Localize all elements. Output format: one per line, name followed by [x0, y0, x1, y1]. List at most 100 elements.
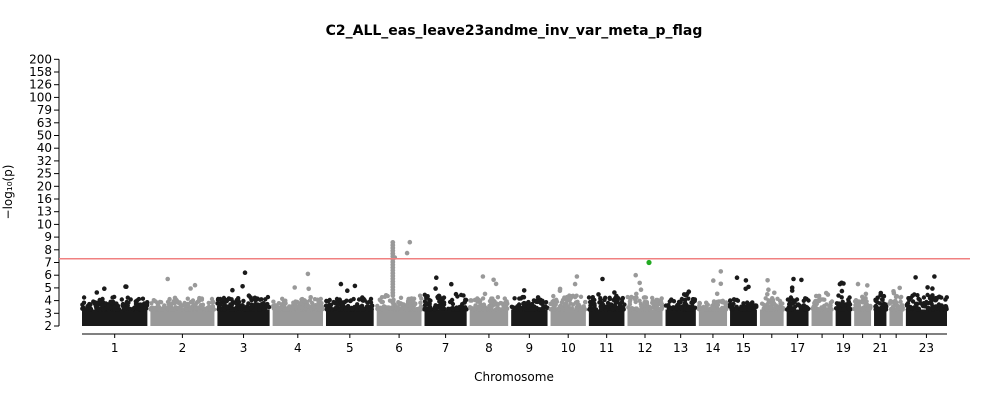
snp-point [659, 306, 664, 312]
snp-point [82, 307, 87, 312]
y-tick-label: 100 [29, 90, 52, 104]
snp-point [162, 303, 167, 309]
snp-point [634, 291, 639, 297]
snp-point [739, 307, 744, 312]
snp-point [496, 306, 501, 311]
snp-point [928, 294, 933, 299]
chromosome-10-points [548, 274, 588, 326]
snp-point [160, 307, 166, 312]
snp-point [898, 299, 903, 304]
snp-point [754, 304, 759, 309]
chromosome-5-points [323, 281, 375, 326]
snp-point [863, 302, 868, 307]
snp-point [894, 294, 900, 299]
snp-point [568, 301, 573, 306]
snp-point [840, 303, 845, 308]
snp-point [765, 278, 770, 283]
snp-point [711, 299, 717, 304]
snp-point [96, 306, 101, 312]
snp-point [788, 303, 793, 309]
x-tick-label: 21 [873, 341, 888, 355]
snp-point [94, 290, 100, 295]
snp-point [287, 304, 292, 309]
snp-point [120, 302, 126, 308]
snp-point [404, 250, 410, 256]
snp-point [271, 306, 277, 311]
snp-point [653, 300, 658, 305]
snp-point [921, 303, 927, 309]
snp-point [505, 301, 510, 306]
snp-point [550, 299, 555, 304]
snp-point [856, 302, 861, 307]
snp-point [548, 307, 553, 312]
y-tick-label: 126 [29, 78, 52, 92]
y-axis-label: −log₁₀(p) [1, 165, 15, 220]
chromosome-2-points [148, 276, 217, 326]
snp-point [242, 270, 248, 276]
snp-point [586, 295, 592, 300]
snp-point [854, 306, 860, 312]
chromosome-21-points [873, 290, 889, 326]
snp-point [865, 307, 870, 312]
y-tick-label: 2 [44, 319, 52, 333]
snp-point [847, 302, 853, 307]
snp-point [924, 299, 929, 305]
snp-point [340, 303, 346, 308]
snp-point [853, 302, 858, 308]
snp-point [383, 293, 389, 298]
snp-point [348, 298, 354, 303]
snp-point [101, 307, 106, 312]
chromosome-19-points [833, 280, 853, 326]
snp-point [468, 298, 473, 303]
snp-point [148, 307, 153, 312]
snp-point [551, 293, 556, 299]
snp-point [318, 296, 323, 302]
chromosome-7-dense-band [424, 309, 467, 326]
snp-point [839, 288, 845, 294]
snp-point [229, 297, 234, 302]
chromosome-14-dense-band [698, 309, 728, 326]
snp-point [915, 293, 920, 298]
snp-point [939, 295, 944, 300]
snp-point [590, 306, 595, 312]
snp-point [310, 303, 315, 309]
snp-point [588, 303, 593, 308]
x-tick-label: 17 [790, 341, 805, 355]
snp-point [644, 307, 650, 312]
snp-point [883, 302, 889, 307]
snp-point [599, 306, 604, 312]
snp-point [379, 299, 384, 305]
y-tick-label: 8 [44, 243, 52, 257]
snp-point [931, 306, 936, 312]
snp-point [370, 303, 375, 308]
snp-point [215, 297, 221, 303]
snp-point [590, 295, 595, 300]
snp-point [172, 295, 178, 301]
snp-point [916, 296, 921, 301]
snp-point [714, 291, 720, 297]
snp-point [256, 307, 262, 312]
y-tick-label: 32 [37, 154, 52, 168]
snp-point [846, 297, 851, 302]
snp-point [628, 307, 633, 312]
snp-point [775, 296, 780, 301]
snp-point [806, 298, 811, 303]
snp-point [789, 288, 795, 293]
snp-point [447, 307, 453, 312]
snp-point [449, 281, 454, 287]
snp-point [198, 303, 204, 308]
snp-point [574, 307, 579, 312]
snp-point [81, 300, 87, 305]
snp-point [663, 303, 669, 308]
snp-point [907, 297, 912, 303]
chromosome-11-dense-band [588, 309, 625, 326]
chromosome-17-dense-band [786, 309, 809, 326]
snp-point [216, 307, 221, 312]
snp-point [614, 293, 619, 299]
snp-point [471, 307, 477, 312]
snp-point [449, 297, 455, 303]
snp-point [637, 280, 642, 286]
snp-point [625, 294, 630, 300]
